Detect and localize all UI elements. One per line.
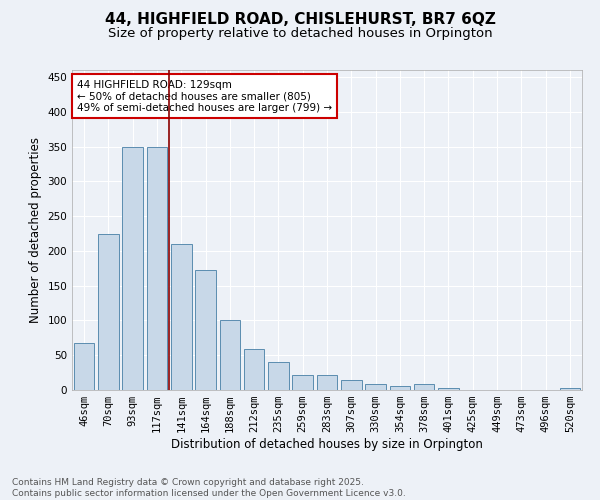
Bar [146, 146, 167, 390]
Bar [220, 320, 240, 390]
Bar [560, 388, 580, 390]
Text: Size of property relative to detached houses in Orpington: Size of property relative to detached ho… [107, 28, 493, 40]
Text: 44 HIGHFIELD ROAD: 129sqm
← 50% of detached houses are smaller (805)
49% of semi: 44 HIGHFIELD ROAD: 129sqm ← 50% of detac… [77, 80, 332, 113]
Bar [98, 234, 119, 390]
Text: 44, HIGHFIELD ROAD, CHISLEHURST, BR7 6QZ: 44, HIGHFIELD ROAD, CHISLEHURST, BR7 6QZ [104, 12, 496, 28]
Y-axis label: Number of detached properties: Number of detached properties [29, 137, 42, 323]
Bar [195, 270, 216, 390]
Bar [292, 376, 313, 390]
Bar [268, 362, 289, 390]
Bar [122, 146, 143, 390]
Bar [365, 384, 386, 390]
Bar [171, 244, 191, 390]
Text: Contains HM Land Registry data © Crown copyright and database right 2025.
Contai: Contains HM Land Registry data © Crown c… [12, 478, 406, 498]
X-axis label: Distribution of detached houses by size in Orpington: Distribution of detached houses by size … [171, 438, 483, 451]
Bar [438, 388, 459, 390]
Bar [244, 349, 265, 390]
Bar [341, 380, 362, 390]
Bar [74, 344, 94, 390]
Bar [317, 376, 337, 390]
Bar [389, 386, 410, 390]
Bar [414, 384, 434, 390]
